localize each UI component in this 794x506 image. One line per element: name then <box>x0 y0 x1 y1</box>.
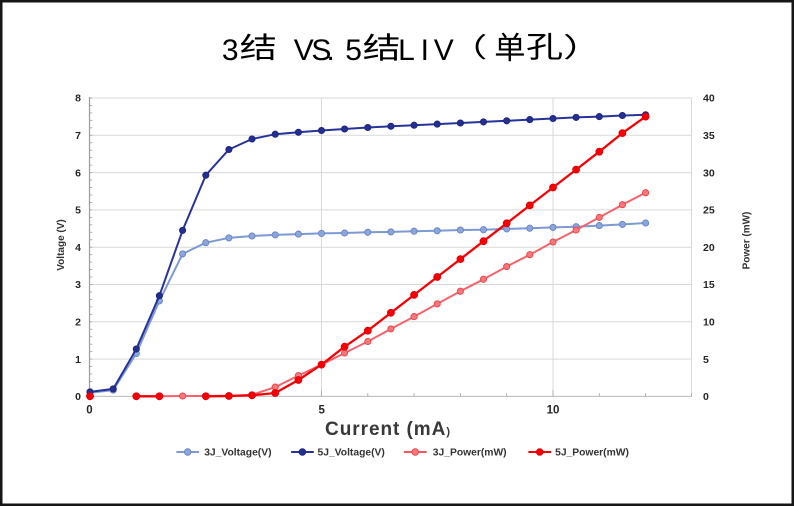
svg-text:1: 1 <box>75 354 81 366</box>
svg-text:5: 5 <box>345 34 362 67</box>
svg-text:15: 15 <box>703 279 715 291</box>
svg-text:20: 20 <box>703 242 715 254</box>
svg-text:5: 5 <box>318 404 325 416</box>
svg-text:0: 0 <box>75 391 81 403</box>
svg-text:25: 25 <box>703 205 715 217</box>
svg-text:0: 0 <box>703 391 709 403</box>
svg-text:3: 3 <box>75 279 81 291</box>
svg-text:6: 6 <box>75 167 81 179</box>
svg-text:V: V <box>434 34 454 67</box>
svg-text:3: 3 <box>222 34 239 67</box>
svg-text:3J_Voltage(V): 3J_Voltage(V) <box>204 448 271 459</box>
svg-text:5: 5 <box>75 205 81 217</box>
svg-text:Voltage (V): Voltage (V) <box>56 219 67 270</box>
svg-text:5J_Voltage(V): 5J_Voltage(V) <box>318 448 385 459</box>
svg-text:Power (mW): Power (mW) <box>742 212 753 270</box>
svg-text:0: 0 <box>86 404 92 416</box>
svg-text:5J_Power(mW): 5J_Power(mW) <box>555 448 629 459</box>
svg-text:35: 35 <box>703 130 715 142</box>
svg-text:2: 2 <box>75 317 81 329</box>
svg-text:10: 10 <box>547 404 560 416</box>
svg-text:I: I <box>421 34 429 67</box>
svg-text:30: 30 <box>703 167 715 179</box>
svg-text:V: V <box>294 34 314 67</box>
svg-text:40: 40 <box>703 93 715 105</box>
svg-text:Current (mA): Current (mA) <box>325 419 451 440</box>
svg-text:4: 4 <box>75 242 81 254</box>
svg-text:10: 10 <box>703 317 715 329</box>
svg-text:3J_Power(mW): 3J_Power(mW) <box>433 448 507 459</box>
svg-text:5: 5 <box>703 354 709 366</box>
svg-text:.: . <box>326 34 334 67</box>
svg-text:8: 8 <box>75 93 81 105</box>
svg-text:7: 7 <box>75 130 81 142</box>
svg-text:S: S <box>311 34 331 67</box>
svg-text:L: L <box>398 34 415 67</box>
